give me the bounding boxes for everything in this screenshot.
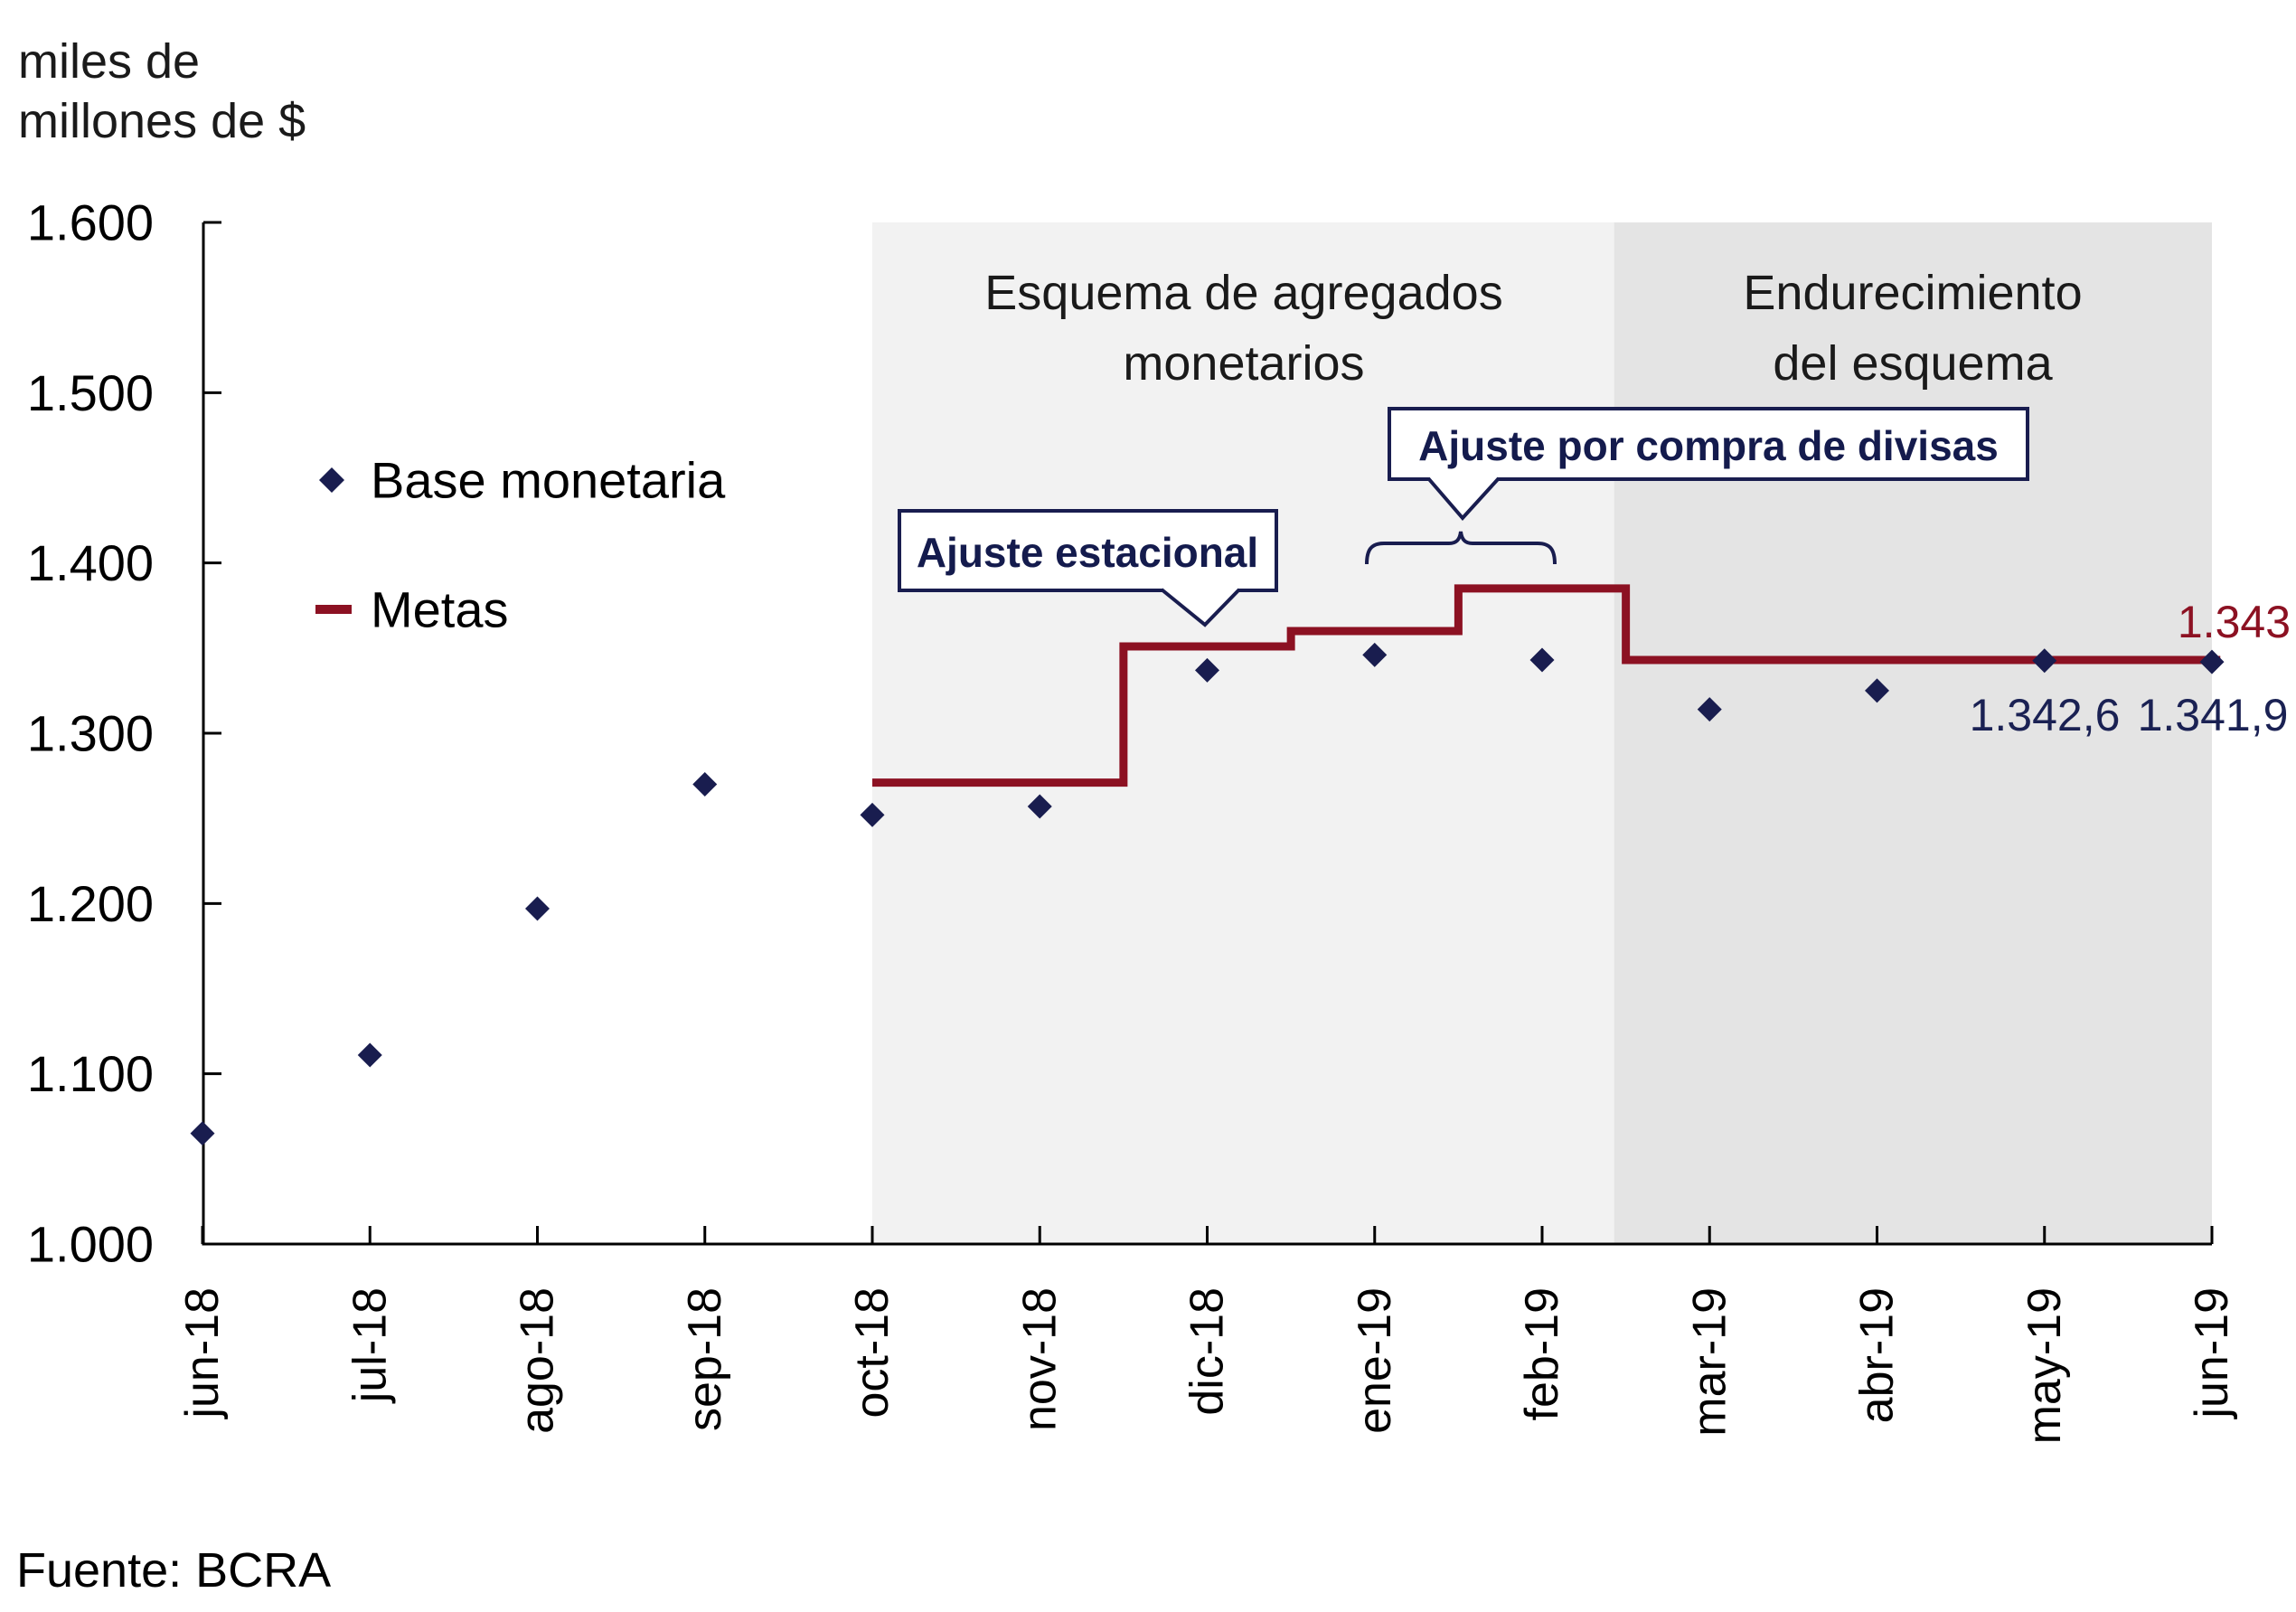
y-axis-unit-title-line2: millones de $ [18, 94, 306, 148]
base-monetaria-point-ene-19 [1362, 642, 1388, 667]
x-tick-label: nov-18 [1013, 1287, 1066, 1431]
y-tick-label: 1.600 [27, 194, 154, 251]
may-19-value-label: 1.342,6 [1970, 690, 2121, 740]
base-monetaria-point-mar-19 [1697, 697, 1722, 722]
y-tick-label: 1.500 [27, 364, 154, 421]
y-tick-label: 1.300 [27, 705, 154, 762]
region-title-agregados-line1: Esquema de agregados [984, 266, 1502, 320]
x-tick-label: oct-18 [846, 1287, 899, 1419]
base-monetaria-point-dic-18 [1195, 657, 1219, 683]
y-tick-label: 1.200 [27, 875, 154, 932]
legend: Base monetaria Metas [315, 452, 726, 638]
metas-step-line [872, 584, 2221, 787]
x-tick-label: jun-19 [2186, 1287, 2238, 1420]
x-tick-label: mar-19 [1683, 1287, 1736, 1437]
base-monetaria-point-jun-19 [2199, 649, 2225, 674]
data-series [190, 584, 2225, 1146]
axes: 1.600 1.500 1.400 1.300 1.200 1.100 1.000 jun-1… [27, 194, 2238, 1445]
x-tick-label: sep-18 [679, 1287, 731, 1431]
x-tick-label: dic-18 [1181, 1287, 1234, 1416]
base-monetaria-point-feb-19 [1529, 647, 1555, 673]
source-label: Fuente: BCRA [16, 1543, 331, 1598]
base-monetaria-point-jul-18 [357, 1042, 382, 1068]
callout-tail-border [1160, 588, 1241, 627]
shaded-region-1 [872, 222, 1614, 1244]
base-monetaria-point-jun-18 [190, 1121, 215, 1146]
x-tick-label: jun-18 [176, 1287, 229, 1420]
jun-19-value-label: 1.341,9 [2138, 690, 2289, 740]
y-tick-label: 1.100 [27, 1045, 154, 1102]
region-title-endurecimiento-line2: del esquema [1773, 336, 2053, 391]
base-monetaria-point-oct-18 [860, 802, 885, 827]
x-tick-label: ago-18 [512, 1287, 564, 1434]
x-tick-label: abr-19 [1851, 1287, 1904, 1423]
legend-metas-dash-icon [315, 605, 352, 614]
base-monetaria-point-may-19 [2032, 648, 2057, 674]
y-axis-unit-title-line1: miles de [18, 34, 200, 89]
legend-base-monetaria-label: Base monetaria [371, 452, 726, 509]
metas-target-value-label: 1.343 [2178, 597, 2291, 647]
base-monetaria-point-ago-18 [525, 896, 550, 921]
callout-box [898, 509, 1278, 592]
brace-icon [1365, 531, 1557, 565]
callout-box [1388, 407, 2029, 481]
callout-tail [1428, 476, 1499, 518]
callout-ajuste-compra-divisas: Ajuste por compra de divisas [1365, 407, 2029, 565]
x-tick-label: jul-18 [343, 1287, 396, 1404]
x-tick-label: feb-19 [1516, 1287, 1568, 1420]
region-title-agregados-line2: monetarios [1123, 336, 1364, 391]
callout-tail-border [1426, 476, 1501, 522]
y-tick-label: 1.400 [27, 534, 154, 591]
base-monetaria-point-abr-19 [1865, 678, 1889, 703]
callout-ajuste-estacional-label: Ajuste estacional [917, 529, 1258, 576]
shaded-regions [872, 222, 2212, 1244]
base-monetaria-point-sep-18 [692, 772, 718, 797]
y-tick-label: 1.000 [27, 1216, 154, 1273]
legend-metas-label: Metas [371, 581, 509, 638]
x-tick-label: may-19 [2018, 1287, 2071, 1444]
callout-ajuste-estacional: Ajuste estacional [898, 509, 1278, 627]
legend-diamond-icon [319, 467, 344, 493]
callout-tail [1162, 588, 1239, 625]
callout-ajuste-compra-divisas-label: Ajuste por compra de divisas [1418, 422, 1999, 469]
region-title-endurecimiento-line1: Endurecimiento [1743, 266, 2082, 320]
base-monetaria-point-nov-18 [1027, 794, 1052, 819]
x-tick-label: ene-19 [1349, 1287, 1401, 1434]
shaded-region-2 [1614, 222, 2212, 1244]
